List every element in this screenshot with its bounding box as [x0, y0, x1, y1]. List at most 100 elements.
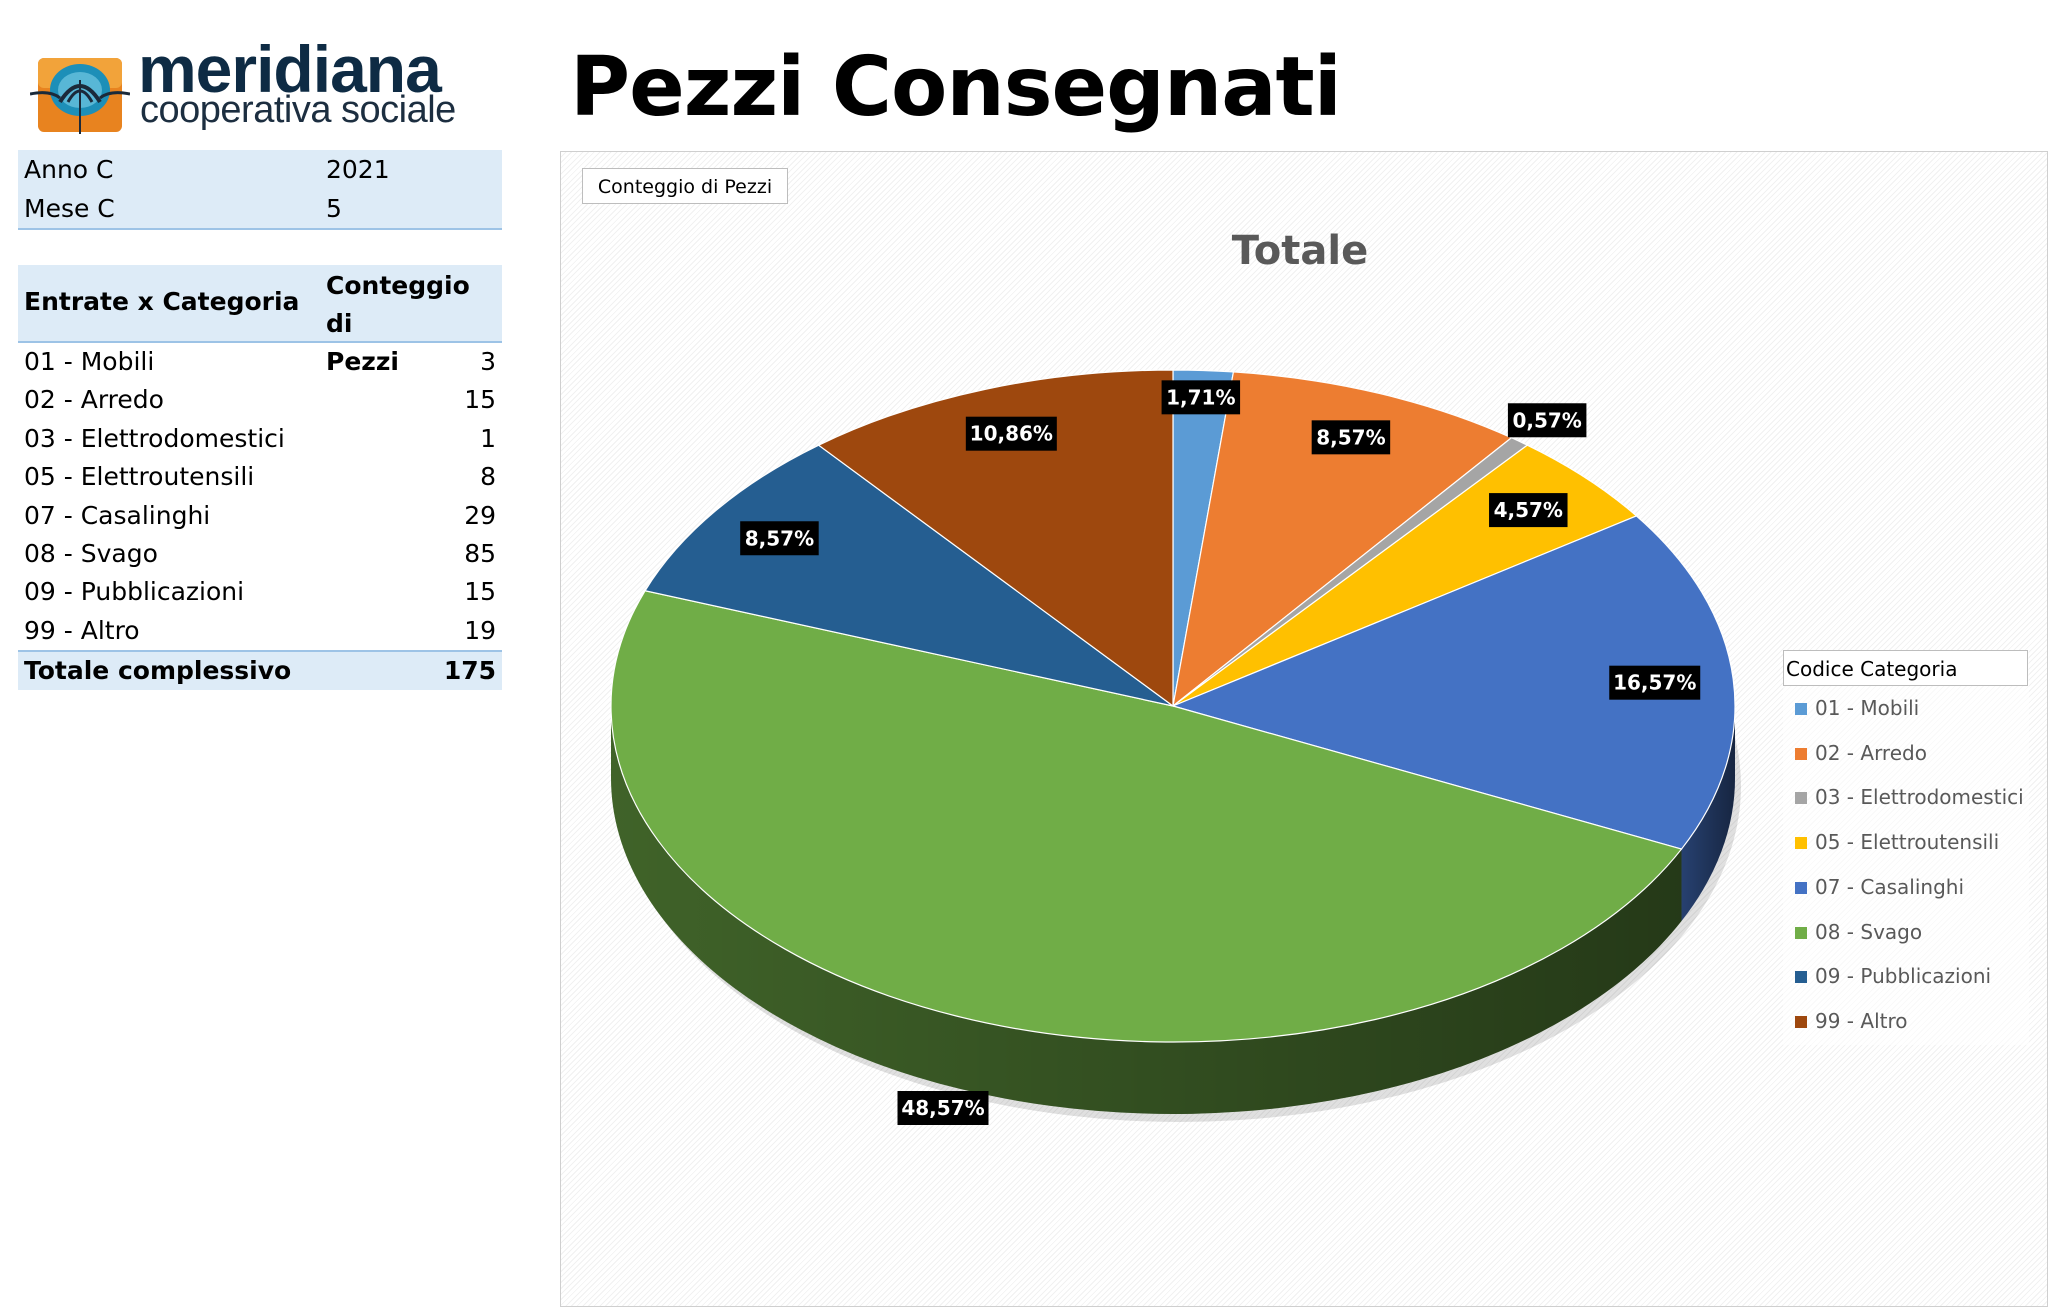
- pie-data-label: 4,57%: [1489, 493, 1568, 528]
- legend-item[interactable]: 99 - Altro: [1795, 1009, 1907, 1033]
- filter-key: Anno C: [24, 155, 114, 184]
- pivot-row-count: 15: [464, 577, 496, 607]
- pie-slice-08-svago[interactable]: [610, 590, 1683, 1043]
- pie-slice-99-altro[interactable]: [817, 369, 1174, 708]
- filter-value[interactable]: 5: [326, 194, 342, 223]
- filter-key: Mese C: [24, 194, 115, 223]
- pivot-row[interactable]: 01 - Mobili 3: [18, 343, 502, 381]
- pivot-row-category: 02 - Arredo: [24, 385, 164, 415]
- pie-slice-09-pubblicazioni[interactable]: [644, 444, 1174, 707]
- pie-data-label: 10,86%: [965, 416, 1057, 451]
- pie-data-label: 16,57%: [1609, 665, 1701, 700]
- pivot-row-category: 05 - Elettroutensili: [24, 462, 255, 492]
- pie-data-label-box: [965, 416, 1057, 451]
- legend-title[interactable]: Codice Categoria: [1783, 650, 2028, 686]
- legend-item[interactable]: 03 - Elettrodomestici: [1795, 785, 2024, 809]
- pie-data-label-box: [1311, 420, 1391, 455]
- legend-swatch: [1795, 792, 1807, 805]
- pie-slice-side-shade: [610, 706, 1682, 1114]
- legend-label: 08 - Svago: [1815, 919, 1923, 944]
- pivot-row[interactable]: 09 - Pubblicazioni 15: [18, 573, 502, 611]
- pivot-row-count: 3: [480, 347, 496, 376]
- pivot-row-count: 15: [464, 385, 496, 415]
- pivot-row[interactable]: 03 - Elettrodomestici 1: [18, 420, 502, 458]
- filter-value[interactable]: 2021: [326, 155, 390, 184]
- pivot-row[interactable]: 02 - Arredo 15: [18, 381, 502, 419]
- legend-label: 05 - Elettroutensili: [1815, 830, 2000, 855]
- pie-data-label-text: 0,57%: [1512, 408, 1581, 432]
- pivot-row-category: 07 - Casalinghi: [24, 500, 211, 530]
- pie-slice-07-casalinghi[interactable]: [1171, 515, 1736, 850]
- pie-data-label-text: 8,57%: [745, 526, 814, 550]
- legend-item[interactable]: 08 - Svago: [1795, 920, 1922, 944]
- pie-slice-02-arredo[interactable]: [1172, 371, 1513, 708]
- pie-data-label-box: [1489, 493, 1568, 528]
- pie-data-label: 48,57%: [897, 1091, 989, 1125]
- pivot-total-row: Totale complessivo 175: [18, 650, 502, 691]
- filter-row-anno[interactable]: Anno C 2021: [18, 150, 502, 189]
- legend-swatch: [1795, 971, 1807, 984]
- page-title: Pezzi Consegnati: [570, 40, 1342, 135]
- pivot-header-count: Conteggio di Pezzi: [326, 267, 502, 381]
- pie-slice-side-shade: [1681, 706, 1735, 922]
- pivot-row-count: 19: [464, 615, 496, 645]
- pie-data-label-text: 10,86%: [970, 422, 1053, 446]
- pie-data-label-text: 1,71%: [1166, 385, 1235, 409]
- pivot-total-value: 175: [443, 656, 496, 686]
- chart-legend[interactable]: Codice Categoria 01 - Mobili 02 - Arredo 0…: [1783, 650, 2029, 1045]
- pivot-row-category: 99 - Altro: [24, 615, 140, 645]
- legend-swatch: [1795, 837, 1807, 850]
- pivot-header-count-line1: Conteggio di: [326, 271, 470, 338]
- pie-data-label-box: [740, 521, 819, 556]
- filter-table: Anno C 2021 Mese C 5: [18, 150, 502, 230]
- pie-data-label-box: [1161, 380, 1241, 415]
- logo-subtitle: cooperativa sociale: [140, 89, 456, 131]
- legend-swatch: [1795, 747, 1807, 760]
- legend-label: 03 - Elettrodomestici: [1815, 785, 2024, 810]
- legend-item[interactable]: 09 - Pubblicazioni: [1795, 964, 1991, 988]
- legend-swatch: [1795, 926, 1807, 939]
- pivot-row[interactable]: 05 - Elettroutensili 8: [18, 458, 502, 496]
- legend-label: 99 - Altro: [1815, 1008, 1908, 1033]
- pivot-row-count: 29: [464, 500, 496, 530]
- legend-item[interactable]: 01 - Mobili: [1795, 696, 1919, 720]
- pivot-header-count-line2: Pezzi: [326, 347, 399, 376]
- pie-data-label-text: 4,57%: [1494, 498, 1563, 522]
- pivot-table: Entrate x Categoria Conteggio di Pezzi 0…: [18, 265, 502, 691]
- legend-item[interactable]: 02 - Arredo: [1795, 741, 1927, 765]
- legend-swatch: [1795, 703, 1807, 715]
- legend-swatch: [1795, 1015, 1807, 1028]
- meridiana-logo: meridiana cooperativa sociale: [30, 34, 470, 136]
- legend-item[interactable]: 05 - Elettroutensili: [1795, 830, 1999, 854]
- legend-label: 09 - Pubblicazioni: [1815, 964, 1992, 989]
- pie-data-label-text: 16,57%: [1613, 671, 1696, 695]
- pivot-header: Entrate x Categoria Conteggio di Pezzi: [18, 265, 502, 376]
- pivot-row[interactable]: 08 - Svago 85: [18, 535, 502, 573]
- logo-name: meridiana: [138, 32, 442, 106]
- pivot-row-category: 01 - Mobili: [24, 347, 155, 376]
- pie-data-label-box: [1609, 665, 1701, 700]
- pie-data-label: 8,57%: [1311, 420, 1391, 455]
- pivot-header-category[interactable]: Entrate x Categoria: [24, 287, 300, 316]
- legend-label: 01 - Mobili: [1815, 696, 1920, 720]
- pie-data-label: 1,71%: [1161, 380, 1241, 415]
- chart-field-button[interactable]: Conteggio di Pezzi: [582, 168, 788, 204]
- pivot-row[interactable]: 99 - Altro 19: [18, 612, 502, 650]
- pivot-row-category: 03 - Elettrodomestici: [24, 423, 285, 453]
- pie-data-label: 8,57%: [740, 521, 819, 556]
- pivot-row-category: 09 - Pubblicazioni: [24, 577, 245, 607]
- legend-swatch: [1795, 881, 1807, 894]
- meridiana-logo-icon: [30, 58, 130, 134]
- pivot-total-label: Totale complessivo: [24, 656, 292, 686]
- pie-data-label-box: [897, 1091, 989, 1125]
- pivot-row[interactable]: 07 - Casalinghi 29: [18, 497, 502, 535]
- pie-data-label-text: 8,57%: [1316, 425, 1385, 449]
- pivot-row-category: 08 - Svago: [24, 538, 158, 568]
- pivot-row-count: 8: [480, 462, 496, 492]
- legend-item[interactable]: 07 - Casalinghi: [1795, 875, 1964, 899]
- filter-row-mese[interactable]: Mese C 5: [18, 189, 502, 228]
- pivot-row-count: 85: [464, 538, 496, 568]
- pie-data-label: 0,57%: [1507, 403, 1587, 438]
- legend-label: 02 - Arredo: [1815, 740, 1927, 765]
